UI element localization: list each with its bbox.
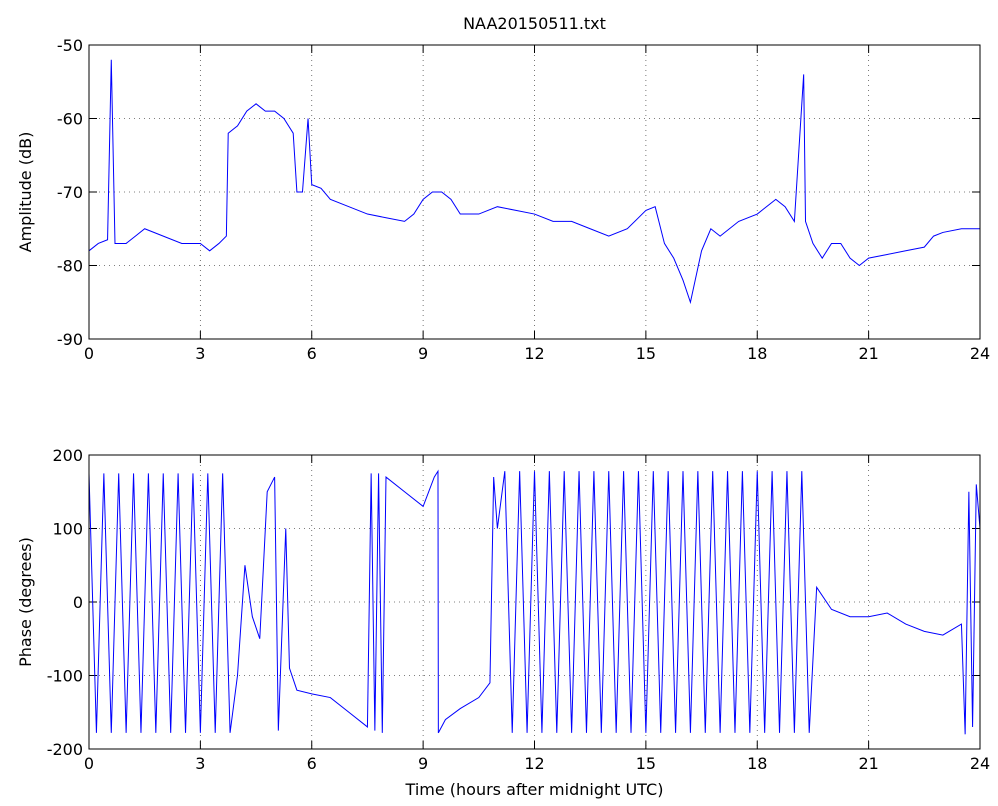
y-tick-label: -70 — [57, 183, 83, 202]
x-tick-label: 9 — [418, 344, 428, 363]
x-tick-label: 9 — [418, 754, 428, 773]
x-tick-label: 0 — [84, 344, 94, 363]
x-tick-label: 6 — [307, 754, 317, 773]
x-tick-label: 0 — [84, 754, 94, 773]
chart-title: NAA20150511.txt — [463, 14, 606, 33]
x-tick-label: 15 — [636, 344, 656, 363]
y-tick-label: -90 — [57, 330, 83, 349]
y-tick-label: -50 — [57, 36, 83, 55]
x-tick-label: 24 — [970, 754, 990, 773]
y-axis-label: Amplitude (dB) — [16, 132, 35, 253]
x-tick-label: 12 — [524, 344, 544, 363]
x-tick-label: 18 — [747, 344, 767, 363]
x-tick-label: 24 — [970, 344, 990, 363]
y-tick-label: -60 — [57, 110, 83, 129]
axes-box — [88, 454, 981, 750]
x-tick-label: 21 — [858, 344, 878, 363]
x-tick-label: 18 — [747, 754, 767, 773]
x-axis-label: Time (hours after midnight UTC) — [405, 780, 664, 799]
x-tick-label: 21 — [858, 754, 878, 773]
x-tick-label: 6 — [307, 344, 317, 363]
y-tick-label: 100 — [52, 520, 83, 539]
y-tick-label: -100 — [47, 667, 83, 686]
data-line — [88, 59, 980, 305]
y-axis-label: Phase (degrees) — [16, 537, 35, 667]
x-tick-label: 3 — [195, 344, 205, 363]
y-tick-label: -200 — [47, 740, 83, 759]
y-tick-label: 200 — [52, 446, 83, 465]
axes-box — [88, 44, 981, 340]
y-tick-label: -80 — [57, 257, 83, 276]
x-tick-label: 15 — [636, 754, 656, 773]
x-tick-label: 3 — [195, 754, 205, 773]
data-line — [88, 469, 981, 735]
y-tick-label: 0 — [73, 593, 83, 612]
x-tick-label: 12 — [524, 754, 544, 773]
